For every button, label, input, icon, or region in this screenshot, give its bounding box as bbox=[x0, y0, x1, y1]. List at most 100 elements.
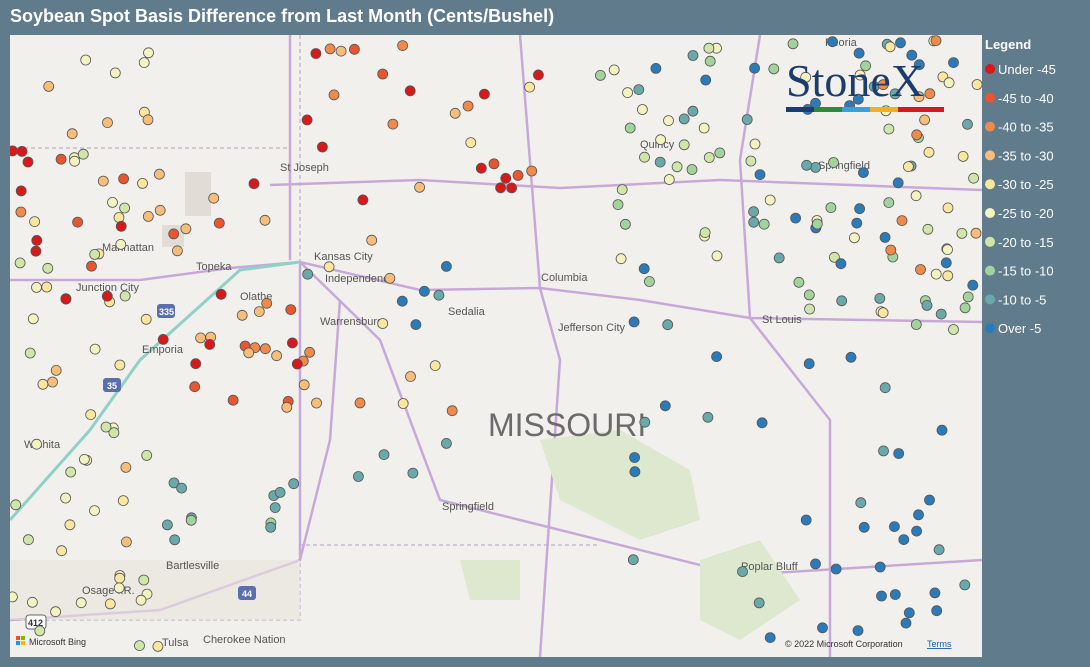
shields: 335 35 44 412 bbox=[25, 304, 256, 630]
location-dot bbox=[10, 591, 18, 603]
location-dot bbox=[896, 215, 908, 227]
place: Bartlesville bbox=[166, 560, 219, 572]
location-dot bbox=[405, 371, 416, 382]
location-dot bbox=[745, 155, 757, 167]
location-dot bbox=[678, 139, 690, 151]
location-dot bbox=[462, 100, 474, 112]
location-dot bbox=[663, 115, 674, 126]
location-dot bbox=[835, 258, 847, 270]
shield: 44 bbox=[242, 589, 252, 599]
location-dot bbox=[913, 59, 925, 71]
location-dot bbox=[678, 113, 690, 125]
location-dot bbox=[703, 152, 715, 163]
location-dot bbox=[957, 150, 969, 162]
location-dot bbox=[85, 409, 97, 421]
location-dot bbox=[639, 151, 650, 163]
location-dot bbox=[281, 401, 293, 413]
location-dot bbox=[942, 244, 953, 256]
location-dot bbox=[50, 606, 61, 618]
location-dot bbox=[699, 227, 711, 239]
location-dot bbox=[302, 268, 314, 280]
location-dot bbox=[748, 206, 759, 218]
state-label: MISSOURI bbox=[488, 407, 646, 443]
place: Quincy bbox=[640, 139, 675, 151]
location-dot bbox=[10, 145, 18, 157]
location-dot bbox=[407, 467, 419, 479]
place: Manhattan bbox=[102, 242, 154, 254]
location-dot bbox=[34, 625, 46, 637]
location-dot bbox=[933, 544, 945, 556]
location-dot bbox=[396, 295, 408, 307]
turnpike bbox=[10, 260, 301, 521]
location-dot bbox=[152, 641, 164, 652]
dots bbox=[10, 35, 982, 652]
location-dot bbox=[109, 67, 121, 79]
location-dot bbox=[879, 382, 891, 394]
location-dot bbox=[936, 424, 948, 436]
map[interactable]: St Joseph Kansas City Independence Manha… bbox=[7, 35, 982, 657]
location-dot bbox=[662, 319, 674, 331]
location-dot bbox=[43, 81, 55, 92]
location-dot bbox=[773, 252, 785, 264]
legend-label: -40 to -35 bbox=[998, 120, 1054, 135]
location-dot bbox=[764, 632, 776, 643]
location-dot bbox=[787, 38, 799, 50]
location-dot bbox=[650, 63, 662, 74]
location-dot bbox=[962, 118, 973, 130]
place: St Joseph bbox=[280, 162, 329, 174]
legend-label: -25 to -20 bbox=[998, 206, 1054, 221]
location-dot bbox=[803, 358, 815, 370]
location-dot bbox=[506, 182, 518, 194]
location-dot bbox=[157, 333, 169, 345]
location-dot bbox=[41, 281, 53, 293]
location-dot bbox=[429, 360, 441, 372]
location-dot bbox=[803, 289, 815, 301]
location-dot bbox=[69, 155, 80, 167]
location-dot bbox=[948, 57, 959, 68]
location-dot bbox=[913, 509, 924, 521]
place: St Louis bbox=[762, 314, 802, 326]
location-dot bbox=[418, 285, 430, 297]
location-dot bbox=[919, 114, 930, 126]
place: Tulsa bbox=[162, 637, 189, 649]
location-dot bbox=[50, 364, 62, 376]
location-dot bbox=[885, 244, 897, 256]
location-dot bbox=[288, 478, 300, 490]
location-dot bbox=[627, 554, 639, 566]
location-dot bbox=[261, 297, 273, 309]
location-dot bbox=[118, 173, 129, 185]
location-dot bbox=[608, 64, 620, 76]
location-dot bbox=[801, 159, 812, 171]
location-dot bbox=[208, 192, 220, 204]
terms-link[interactable]: Terms bbox=[927, 639, 952, 649]
location-dot bbox=[169, 534, 181, 546]
location-dot bbox=[102, 117, 113, 128]
location-dot bbox=[142, 210, 154, 222]
location-dot bbox=[140, 313, 152, 325]
location-dot bbox=[117, 495, 129, 507]
location-dot bbox=[271, 350, 283, 362]
location-dot bbox=[465, 137, 477, 149]
location-dot bbox=[737, 566, 748, 577]
location-dot bbox=[137, 177, 148, 189]
location-dot bbox=[883, 197, 895, 209]
location-dot bbox=[22, 156, 34, 168]
location-dot bbox=[227, 394, 239, 406]
location-dot bbox=[114, 359, 126, 371]
location-dot bbox=[115, 238, 127, 250]
location-dot bbox=[248, 178, 260, 190]
location-dot bbox=[113, 582, 125, 594]
location-dot bbox=[889, 521, 900, 532]
location-dot bbox=[913, 91, 925, 103]
location-dot bbox=[828, 157, 839, 168]
location-dot bbox=[323, 261, 335, 273]
location-dot bbox=[711, 250, 723, 262]
location-dot bbox=[171, 245, 183, 257]
legend-label: -15 to -10 bbox=[998, 264, 1054, 279]
location-dot bbox=[134, 640, 145, 651]
location-dot bbox=[758, 218, 770, 230]
location-dot bbox=[286, 337, 298, 349]
location-dot bbox=[956, 227, 968, 239]
location-dot bbox=[366, 234, 378, 246]
place: Kansas City bbox=[314, 251, 373, 263]
